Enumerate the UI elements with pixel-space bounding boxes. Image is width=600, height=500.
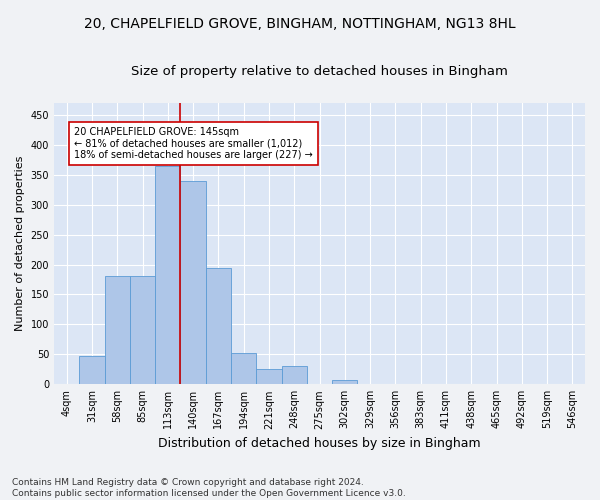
X-axis label: Distribution of detached houses by size in Bingham: Distribution of detached houses by size … xyxy=(158,437,481,450)
Bar xyxy=(130,276,155,384)
Y-axis label: Number of detached properties: Number of detached properties xyxy=(15,156,25,331)
Bar xyxy=(332,380,358,384)
Text: 20, CHAPELFIELD GROVE, BINGHAM, NOTTINGHAM, NG13 8HL: 20, CHAPELFIELD GROVE, BINGHAM, NOTTINGH… xyxy=(84,18,516,32)
Bar xyxy=(104,276,130,384)
Text: Contains HM Land Registry data © Crown copyright and database right 2024.
Contai: Contains HM Land Registry data © Crown c… xyxy=(12,478,406,498)
Bar xyxy=(181,180,206,384)
Bar xyxy=(206,268,231,384)
Bar xyxy=(256,370,281,384)
Bar xyxy=(79,356,104,384)
Bar xyxy=(231,353,256,384)
Text: 20 CHAPELFIELD GROVE: 145sqm
← 81% of detached houses are smaller (1,012)
18% of: 20 CHAPELFIELD GROVE: 145sqm ← 81% of de… xyxy=(74,126,313,160)
Bar xyxy=(155,166,181,384)
Title: Size of property relative to detached houses in Bingham: Size of property relative to detached ho… xyxy=(131,65,508,78)
Bar xyxy=(281,366,307,384)
